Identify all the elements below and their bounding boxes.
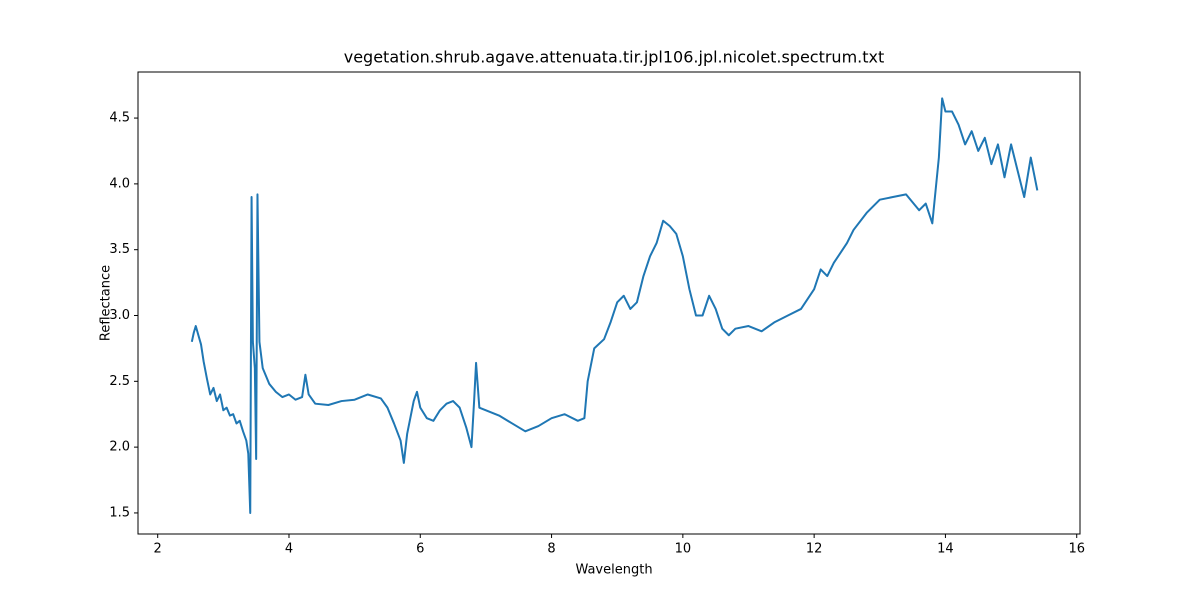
x-axis-label: Wavelength (575, 563, 652, 578)
x-tick-label: 12 (806, 542, 823, 557)
x-tick-label: 16 (1068, 542, 1085, 557)
y-tick-label: 4.0 (109, 176, 130, 191)
x-tick-label: 4 (285, 542, 293, 557)
y-tick-label: 3.5 (109, 242, 130, 257)
y-tick-label: 1.5 (109, 505, 130, 520)
y-axis-label: Reflectance (99, 265, 114, 341)
x-tick-label: 8 (547, 542, 555, 557)
x-tick-label: 6 (416, 542, 424, 557)
data-line (190, 97, 1039, 514)
x-tick-label: 10 (675, 542, 692, 557)
x-tick-label: 2 (154, 542, 162, 557)
plot-frame (137, 71, 1081, 535)
y-tick-label: 2.0 (109, 440, 130, 455)
chart-title: vegetation.shrub.agave.attenuata.tir.jpl… (344, 48, 885, 67)
y-tick-label: 2.5 (109, 374, 130, 389)
x-tick-label: 14 (937, 542, 954, 557)
y-tick-label: 3.0 (109, 308, 130, 323)
y-tick-label: 4.5 (109, 111, 130, 126)
